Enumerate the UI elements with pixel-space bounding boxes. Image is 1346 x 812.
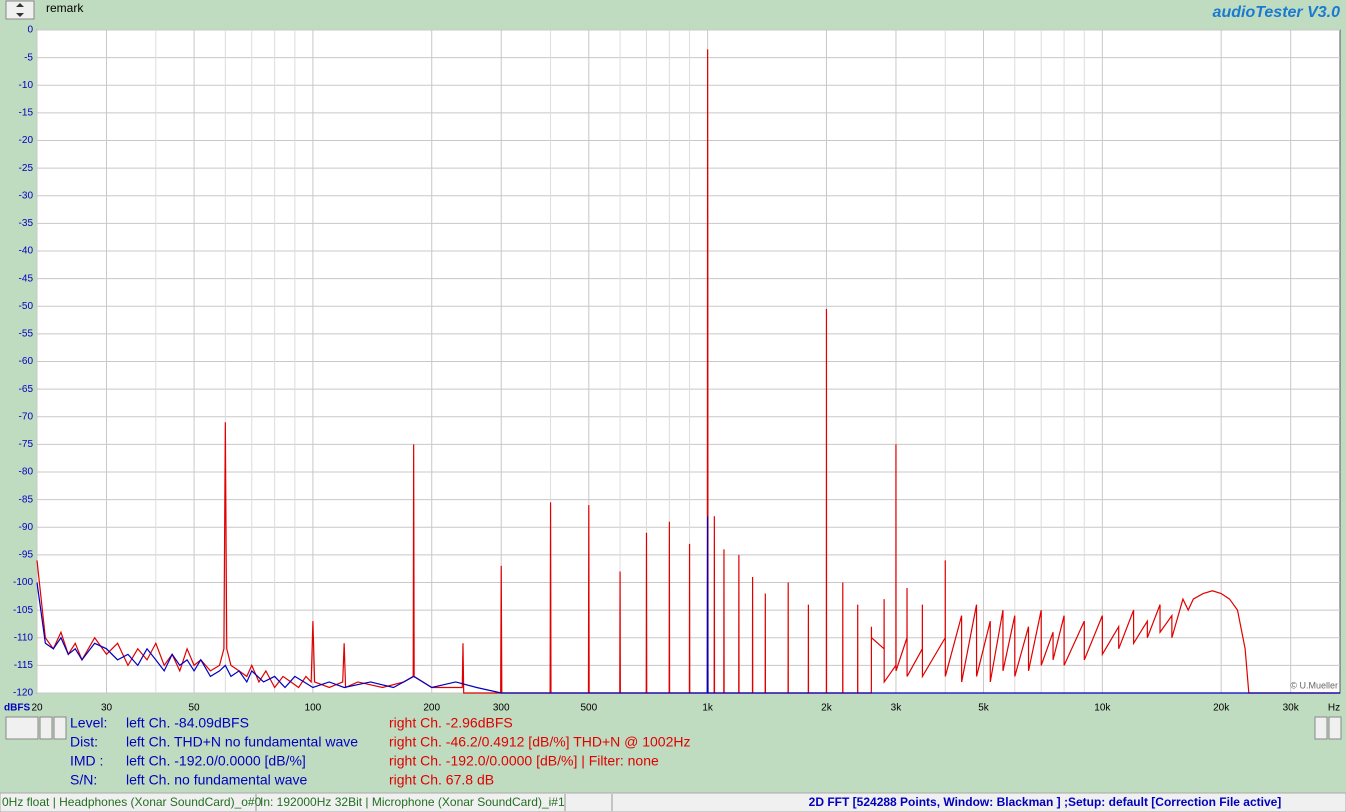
y-tick-label: -20 (19, 135, 34, 146)
right-scroll[interactable] (1314, 716, 1342, 740)
y-tick-label: -90 (19, 522, 34, 533)
x-tick-label: 200 (423, 703, 440, 714)
y-tick-label: -110 (14, 632, 34, 643)
scroll-left[interactable] (39, 716, 53, 740)
y-tick-label: -15 (19, 108, 34, 119)
readout-text: left Ch. -192.0/0.0000 [dB/%] (126, 753, 306, 769)
status-bar (0, 792, 1346, 812)
readout-text: left Ch. THD+N no fundamental wave (126, 734, 358, 750)
y-tick-label: -50 (19, 301, 34, 312)
x-tick-label: 30k (1283, 703, 1300, 714)
app-title: audioTester V3.0 (1213, 4, 1341, 21)
x-tick-label: 1k (702, 703, 714, 714)
readout-text: right Ch. -192.0/0.0000 [dB/%] | Filter:… (389, 753, 659, 769)
y-tick-label: -70 (19, 411, 34, 422)
spinner-box[interactable] (5, 0, 35, 20)
status-fft: 2D FFT [524288 Points, Window: Blackman … (809, 795, 1282, 809)
y-tick-label: -35 (19, 218, 34, 229)
y-tick-label: -60 (19, 356, 34, 367)
readout-text: Dist: (70, 734, 98, 750)
status-input: In: 192000Hz 32Bit | Microphone (Xonar S… (260, 795, 565, 809)
y-tick-label: -25 (19, 163, 34, 174)
y-tick-label: -105 (13, 605, 33, 616)
x-tick-label: 300 (493, 703, 510, 714)
x-tick-label: 50 (189, 703, 201, 714)
x-tick-label: 5k (978, 703, 990, 714)
spectrum-line (36, 516, 1340, 694)
readout-text: IMD : (70, 753, 103, 769)
remark-label: remark (46, 1, 84, 15)
y-tick-label: 0 (27, 25, 33, 36)
y-tick-label: -95 (19, 550, 34, 561)
y-tick-label: -80 (19, 467, 34, 478)
x-tick-label: 2k (821, 703, 833, 714)
readout-text: left Ch. -84.09dBFS (126, 715, 249, 731)
y-tick-label: -45 (19, 273, 34, 284)
left-scroll[interactable] (5, 716, 67, 740)
scroll-right[interactable] (1328, 716, 1342, 740)
readout-text: right Ch. -2.96dBFS (389, 715, 513, 731)
readout-text: S/N: (70, 772, 97, 788)
y-tick-label: -115 (14, 660, 34, 671)
readout-text: Level: (70, 715, 107, 731)
y-tick-label: -30 (19, 190, 34, 201)
y-tick-label: -55 (19, 329, 34, 340)
status-output: 0Hz float | Headphones (Xonar SoundCard)… (2, 795, 262, 809)
x-tick-label: 20 (31, 703, 43, 714)
x-axis-label: Hz (1328, 703, 1340, 714)
readout-text: right Ch. 67.8 dB (389, 772, 494, 788)
x-tick-label: 100 (305, 703, 322, 714)
remark-spinner[interactable] (5, 0, 35, 20)
y-tick-label: -120 (13, 688, 33, 699)
scroll-up-down[interactable] (5, 716, 39, 740)
x-tick-label: 20k (1213, 703, 1230, 714)
scroll-left[interactable] (1314, 716, 1328, 740)
y-tick-label: -40 (19, 246, 34, 257)
scroll-right[interactable] (53, 716, 67, 740)
spinner-arrows (16, 3, 24, 17)
readout-text: left Ch. no fundamental wave (126, 772, 308, 788)
y-tick-label: -65 (19, 384, 34, 395)
x-tick-label: 30 (101, 703, 113, 714)
x-tick-label: 500 (580, 703, 597, 714)
y-tick-label: -5 (24, 52, 33, 63)
y-tick-label: -100 (13, 577, 33, 588)
credit: © U.Mueller (1290, 680, 1338, 690)
readout-text: right Ch. -46.2/0.4912 [dB/%] THD+N @ 10… (389, 734, 691, 750)
y-tick-label: -75 (19, 439, 34, 450)
y-tick-label: -10 (19, 80, 34, 91)
y-axis-label: dBFS (4, 703, 30, 714)
x-tick-label: 10k (1094, 703, 1111, 714)
y-tick-label: -85 (19, 494, 34, 505)
x-tick-label: 3k (891, 703, 903, 714)
